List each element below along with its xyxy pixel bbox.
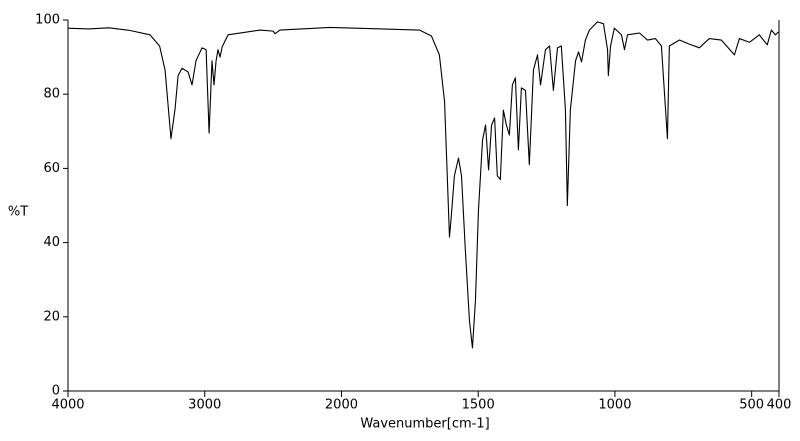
y-tick-label: 20 [43,309,60,324]
x-tick-label: 400 [767,398,792,413]
spectrum-line [67,21,779,349]
x-tick-label: 4000 [51,398,84,413]
x-tick-label: 500 [739,398,764,413]
x-tick-label: 1000 [598,398,631,413]
y-axis-label: %T [8,205,28,220]
y-tick-label: 40 [43,235,60,250]
x-axis-label: Wavenumber[cm-1] [360,417,489,432]
y-tick-label: 100 [35,13,60,28]
x-tick-label: 2000 [325,398,358,413]
y-tick-label: 80 [43,87,60,102]
x-tick-label: 3000 [188,398,221,413]
y-tick-label: 0 [52,384,60,399]
y-tick-label: 60 [43,161,60,176]
x-tick-label: 1500 [462,398,495,413]
